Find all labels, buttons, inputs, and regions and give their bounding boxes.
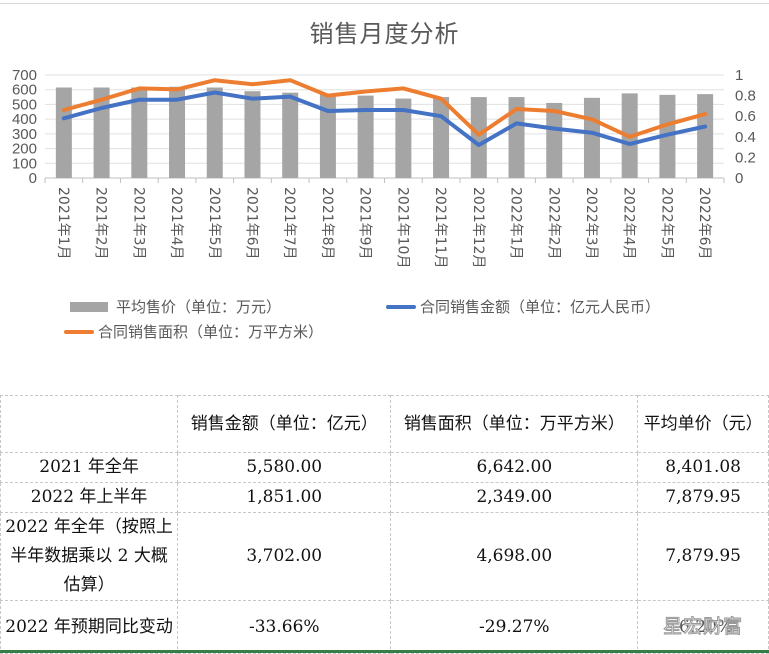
svg-text:0.4: 0.4 xyxy=(735,129,756,146)
table-row: 2022 年上半年 1,851.00 2,349.00 7,879.95 xyxy=(0,482,769,513)
svg-text:100: 100 xyxy=(12,155,37,172)
header-cell-empty xyxy=(0,395,179,453)
legend-label-sales-amount: 合同销售金额（单位：亿元人民币） xyxy=(420,298,661,316)
cell-sales-amount: 1,851.00 xyxy=(177,482,392,513)
bottom-border xyxy=(0,650,769,653)
svg-text:2021年11月: 2021年11月 xyxy=(432,187,448,268)
cell-avg-price: 7,879.95 xyxy=(637,482,769,513)
cell-sales-amount: -33.66% xyxy=(177,600,392,654)
svg-text:2022年2月: 2022年2月 xyxy=(545,187,561,260)
header-cell-avg-price: 平均单价（元） xyxy=(637,395,769,453)
svg-text:2021年7月: 2021年7月 xyxy=(281,187,297,260)
svg-text:200: 200 xyxy=(12,141,37,158)
svg-text:400: 400 xyxy=(12,111,37,128)
legend-item-sales-amount: 合同销售金额（单位：亿元人民币） xyxy=(386,296,660,317)
bar-series-avg-price xyxy=(55,86,714,178)
svg-text:2021年4月: 2021年4月 xyxy=(168,187,184,260)
cell-sales-area: 2,349.00 xyxy=(390,482,639,513)
svg-text:2021年3月: 2021年3月 xyxy=(130,187,146,260)
header-cell-sales-area: 销售面积（单位：万平方米） xyxy=(390,395,639,453)
svg-text:0.6: 0.6 xyxy=(735,108,756,125)
top-divider xyxy=(0,3,769,4)
svg-text:500: 500 xyxy=(12,96,37,113)
svg-text:300: 300 xyxy=(12,126,37,143)
svg-text:2021年5月: 2021年5月 xyxy=(206,187,222,260)
orange-line-swatch-icon xyxy=(64,329,94,334)
row-label: 2022 年全年（按照上半年数据乘以 2 大概估算） xyxy=(0,512,179,601)
svg-text:2021年2月: 2021年2月 xyxy=(93,187,109,260)
svg-text:2021年8月: 2021年8月 xyxy=(319,187,335,260)
table-row: 2022 年预期同比变动 -33.66% -29.27% -6.20% 星宏财富 xyxy=(0,600,769,654)
svg-text:2022年3月: 2022年3月 xyxy=(583,187,599,260)
svg-text:600: 600 xyxy=(12,82,37,99)
svg-text:2021年1月: 2021年1月 xyxy=(55,187,71,260)
svg-text:2022年5月: 2022年5月 xyxy=(658,187,674,260)
right-axis-ticks: 0 0.2 0.4 0.6 0.8 1 xyxy=(735,67,756,187)
bar-swatch-icon xyxy=(70,301,108,312)
avg-price-change-value: -6.20% xyxy=(673,616,734,637)
cell-sales-area: -29.27% xyxy=(390,600,639,654)
header-cell-sales-amount: 销售金额（单位：亿元） xyxy=(177,395,392,453)
x-axis-labels: 2021年1月 2021年2月 2021年3月 2021年4月 2021年5月 2021年… xyxy=(55,187,712,268)
svg-text:0: 0 xyxy=(735,170,743,187)
cell-avg-price: -6.20% 星宏财富 xyxy=(637,600,769,654)
svg-text:2021年10月: 2021年10月 xyxy=(394,187,410,268)
table-row: 2021 年全年 5,580.00 6,642.00 8,401.08 xyxy=(0,452,769,483)
svg-text:2022年4月: 2022年4月 xyxy=(621,187,637,260)
cell-avg-price: 8,401.08 xyxy=(637,452,769,483)
row-label: 2021 年全年 xyxy=(0,452,179,483)
chart-title: 销售月度分析 xyxy=(309,20,460,48)
legend-item-sales-area: 合同销售面积（单位：万平方米） xyxy=(64,321,323,342)
svg-text:0.2: 0.2 xyxy=(735,149,756,166)
svg-text:2021年12月: 2021年12月 xyxy=(470,187,486,268)
watermark-text: 星宏财富 xyxy=(663,615,744,638)
svg-text:2021年6月: 2021年6月 xyxy=(243,187,259,260)
cell-avg-price: 7,879.95 xyxy=(637,512,769,601)
svg-text:700: 700 xyxy=(12,67,37,84)
svg-text:1: 1 xyxy=(735,67,743,84)
svg-text:0.8: 0.8 xyxy=(735,88,756,105)
legend-label-sales-area: 合同销售面积（单位：万平方米） xyxy=(98,323,324,341)
svg-text:0: 0 xyxy=(29,170,37,187)
cell-sales-area: 6,642.00 xyxy=(390,452,639,483)
table-header-row: 销售金额（单位：亿元） 销售面积（单位：万平方米） 平均单价（元） xyxy=(0,395,769,453)
blue-line-swatch-icon xyxy=(386,304,416,309)
summary-table: 销售金额（单位：亿元） 销售面积（单位：万平方米） 平均单价（元） 2021 年… xyxy=(0,395,769,654)
svg-text:2022年6月: 2022年6月 xyxy=(696,187,712,260)
row-label: 2022 年上半年 xyxy=(0,482,179,513)
line-series xyxy=(61,78,708,147)
cell-sales-amount: 5,580.00 xyxy=(177,452,392,483)
cell-sales-area: 4,698.00 xyxy=(390,512,639,601)
table-row: 2022 年全年（按照上半年数据乘以 2 大概估算） 3,702.00 4,69… xyxy=(0,512,769,601)
legend-item-avg-price: 平均售价（单位：万元） xyxy=(70,296,281,317)
svg-text:2022年1月: 2022年1月 xyxy=(508,187,524,260)
svg-text:2021年9月: 2021年9月 xyxy=(357,187,373,260)
cell-sales-amount: 3,702.00 xyxy=(177,512,392,601)
legend-label-avg-price: 平均售价（单位：万元） xyxy=(116,298,282,316)
row-label: 2022 年预期同比变动 xyxy=(0,600,179,654)
